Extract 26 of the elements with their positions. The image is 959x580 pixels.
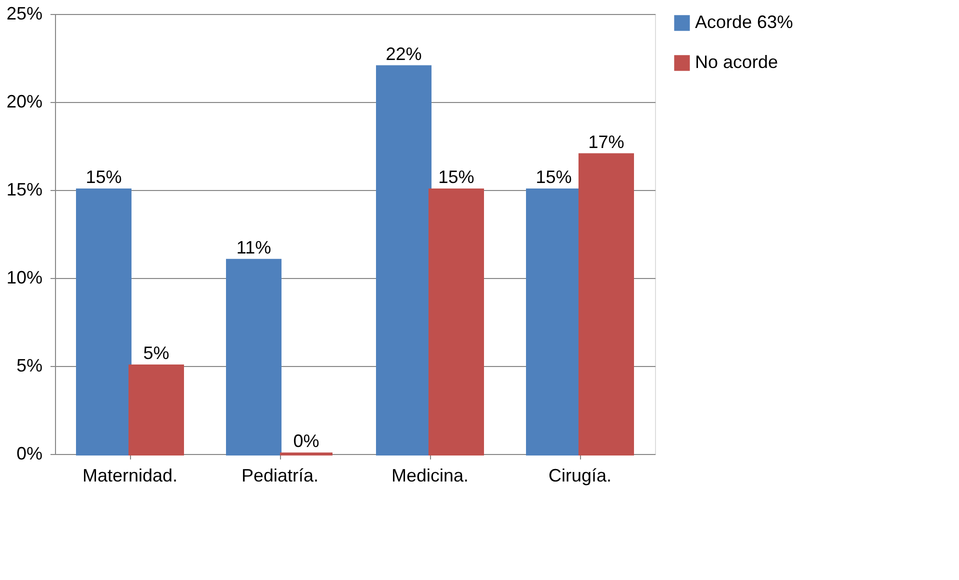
data-label: 15% bbox=[86, 167, 122, 187]
bar bbox=[128, 364, 184, 456]
legend-label: Acorde 63% bbox=[695, 12, 794, 32]
bar bbox=[226, 258, 282, 456]
y-tick-label: 5% bbox=[16, 356, 42, 376]
x-tick-label: Medicina. bbox=[391, 466, 469, 486]
bar bbox=[376, 65, 432, 456]
data-label: 11% bbox=[236, 237, 272, 258]
data-label: 17% bbox=[588, 132, 624, 152]
bar bbox=[428, 188, 484, 456]
bar bbox=[76, 188, 132, 456]
y-tick-label: 20% bbox=[6, 92, 42, 112]
x-tick-label: Pediatría. bbox=[241, 466, 319, 486]
y-tick-label: 10% bbox=[6, 268, 42, 288]
y-tick-label: 15% bbox=[6, 180, 42, 200]
data-label: 5% bbox=[143, 343, 170, 363]
data-label: 0% bbox=[293, 431, 320, 451]
x-tick-label: Maternidad. bbox=[82, 466, 178, 486]
y-tick-label: 25% bbox=[6, 4, 42, 24]
y-tick-label: 0% bbox=[16, 444, 42, 464]
bar bbox=[578, 153, 634, 456]
x-tick-label: Cirugía. bbox=[548, 466, 612, 486]
data-label: 15% bbox=[438, 167, 474, 187]
data-label: 15% bbox=[536, 167, 572, 187]
data-label: 22% bbox=[386, 44, 422, 64]
legend-label: No acorde bbox=[695, 52, 778, 72]
